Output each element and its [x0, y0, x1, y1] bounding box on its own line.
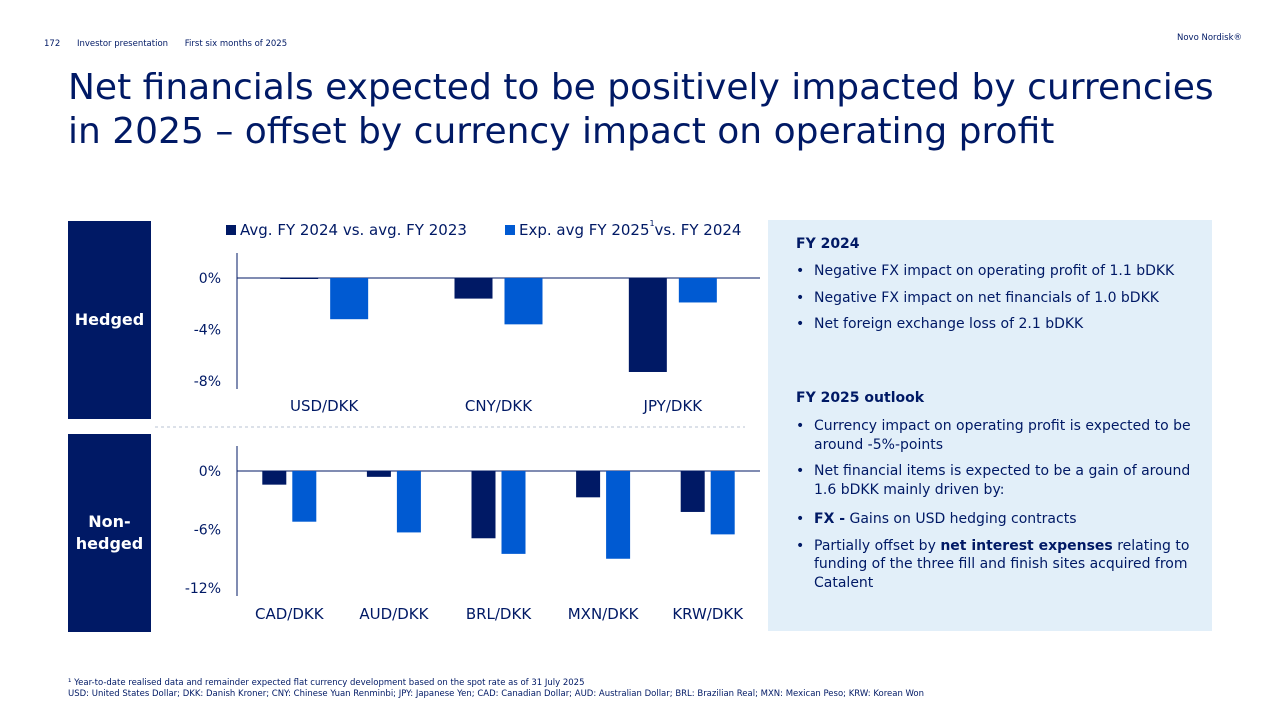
hedged-bar-jpy-dkk-s0 — [628, 278, 667, 372]
list-item: Net foreign exchange loss of 2.1 bDKK — [796, 315, 1196, 334]
nonhedged-bar-cad-dkk-s1 — [292, 471, 317, 522]
list-item: FX - Gains on USD hedging contracts — [796, 510, 1196, 529]
hedged-bar-jpy-dkk-s1 — [678, 278, 717, 303]
fy2025-sublist: FX - Gains on USD hedging contracts Part… — [796, 510, 1196, 600]
nonhedged-bar-krw-dkk-s1 — [710, 471, 735, 535]
nonhedged-bar-brl-dkk-s1 — [501, 471, 526, 554]
legend-footnote-marker: 1 — [650, 219, 655, 228]
fy2025-title: FY 2025 outlook — [796, 390, 925, 406]
legend-label-fy2024: Avg. FY 2024 vs. avg. FY 2023 — [240, 221, 467, 239]
nonhedged-category-label: BRL/DKK — [466, 605, 533, 623]
footnotes: ¹ Year-to-date realised data and remaind… — [68, 678, 924, 700]
nonhedged-category-label: AUD/DKK — [359, 605, 429, 623]
nonhedged-bar-brl-dkk-s0 — [471, 471, 496, 539]
nonhedged-bar-mxn-dkk-s1 — [606, 471, 631, 559]
non-hedged-label: Non-hedged — [68, 434, 151, 632]
hedged-ytick-label: 0% — [199, 271, 221, 287]
hedged-ytick-label: -8% — [194, 374, 221, 390]
period-label: First six months of 2025 — [184, 39, 288, 49]
nonhedged-category-label: KRW/DKK — [672, 605, 744, 623]
brand-label: Novo Nordisk® — [1176, 33, 1242, 43]
list-item: Partially offset by net interest expense… — [796, 537, 1196, 593]
sub1-bold: FX - — [814, 511, 846, 527]
sub1-rest: Gains on USD hedging contracts — [845, 511, 1077, 527]
legend-swatch-fy2024 — [226, 225, 236, 235]
list-item: Negative FX impact on net financials of … — [796, 289, 1196, 308]
sub2-pre: Partially offset by — [814, 537, 941, 554]
nonhedged-bar-aud-dkk-s1 — [396, 471, 421, 533]
page-title: Net financials expected to be positively… — [68, 67, 1214, 152]
footnote-abbreviations: USD: United States Dollar; DKK: Danish K… — [68, 689, 925, 699]
fy2024-title: FY 2024 — [796, 236, 860, 252]
list-item: Currency impact on operating profit is e… — [796, 417, 1196, 454]
fx-chart: Avg. FY 2024 vs. avg. FY 2023 Exp. avg FY… — [155, 219, 760, 623]
hedged-category-label: CNY/DKK — [465, 397, 533, 415]
legend-swatch-fy2025 — [505, 225, 515, 235]
header-bar: 172 Investor presentation First six mont… — [44, 39, 301, 49]
hedged-category-label: JPY/DKK — [643, 397, 704, 415]
nonhedged-ytick-label: -6% — [194, 523, 221, 539]
fy2025-list: Currency impact on operating profit is e… — [796, 417, 1196, 507]
legend-label-fy2025-rest: vs. FY 2024 — [655, 221, 742, 239]
hedged-bar-cny-dkk-s0 — [454, 278, 493, 299]
hedged-bar-cny-dkk-s1 — [504, 278, 543, 325]
nonhedged-ytick-label: 0% — [199, 464, 221, 480]
nonhedged-bar-mxn-dkk-s0 — [576, 471, 601, 498]
fy2024-list: Negative FX impact on operating profit o… — [796, 262, 1196, 342]
hedged-label: Hedged — [68, 221, 151, 419]
nonhedged-ytick-label: -12% — [185, 581, 221, 597]
sub2-post: relating to funding of the three fill an… — [814, 537, 1190, 591]
nonhedged-bar-krw-dkk-s0 — [680, 471, 705, 512]
sub2-bold: net interest expenses — [940, 537, 1113, 554]
nonhedged-bar-cad-dkk-s0 — [262, 471, 287, 485]
commentary-panel: FY 2024 Negative FX impact on operating … — [768, 220, 1212, 631]
doc-label: Investor presentation — [76, 39, 169, 49]
list-item: Net financial items is expected to be a … — [796, 462, 1196, 499]
hedged-ytick-label: -4% — [194, 323, 221, 339]
footnote-1: ¹ Year-to-date realised data and remaind… — [68, 678, 585, 688]
legend-label-fy2025: Exp. avg FY 2025 — [519, 221, 650, 239]
page-number: 172 — [44, 39, 61, 49]
nonhedged-category-label: CAD/DKK — [255, 605, 325, 623]
hedged-category-label: USD/DKK — [290, 397, 359, 415]
nonhedged-bar-aud-dkk-s0 — [366, 471, 391, 477]
list-item: Negative FX impact on operating profit o… — [796, 262, 1196, 281]
nonhedged-category-label: MXN/DKK — [568, 605, 640, 623]
hedged-bar-usd-dkk-s1 — [330, 278, 369, 320]
hedged-bar-usd-dkk-s0 — [280, 278, 319, 279]
